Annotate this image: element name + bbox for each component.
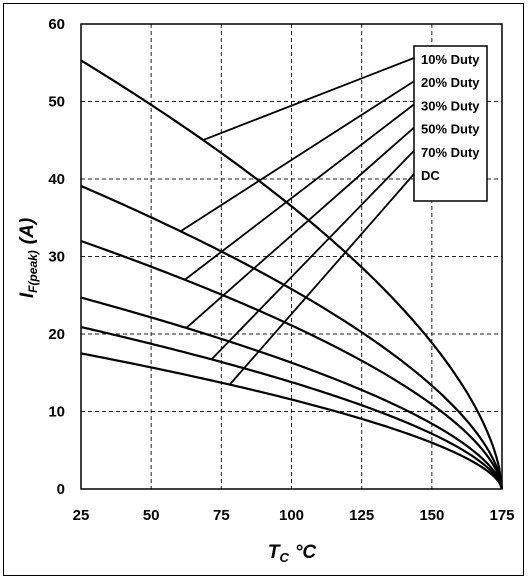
y-tick-label: 60 (48, 16, 65, 33)
legend-entry: 70% Duty (421, 145, 480, 160)
series-line (80, 239, 504, 490)
legend-entry: 30% Duty (421, 98, 480, 113)
x-tick-label: 175 (489, 507, 514, 524)
y-tick-label: 50 (48, 94, 65, 111)
legend-box (413, 45, 488, 202)
x-tick-label: 50 (143, 507, 160, 524)
chart-frame (3, 3, 524, 576)
legend-entry: 50% Duty (421, 122, 480, 137)
y-tick-label: 40 (48, 171, 65, 188)
y-axis-label: IF(peak)(A) (17, 218, 40, 298)
tick-labels: 25 50 75 100 125 150 175 0 10 20 30 40 50 60 (48, 16, 514, 524)
legend-pointer-line (180, 80, 415, 233)
legend-pointer-line (184, 103, 415, 281)
legend-entry: 20% Duty (421, 75, 480, 90)
series-line (80, 352, 504, 490)
x-axis-label: TC °C (268, 542, 317, 565)
legend-pointer-line (210, 150, 415, 360)
series-lines (80, 59, 504, 490)
x-tick-label: 75 (213, 507, 230, 524)
x-tick-label: 125 (349, 507, 374, 524)
legend-pointers (180, 57, 415, 386)
series-line (80, 59, 504, 490)
legend-entry: DC (421, 168, 440, 183)
y-tick-label: 30 (48, 249, 65, 266)
plot-border (80, 23, 503, 490)
legend: 10% Duty 20% Duty 30% Duty 50% Duty 70% Duty… (413, 45, 488, 202)
legend-pointer-line (229, 173, 415, 386)
series-line (80, 296, 504, 490)
legend-pointer-line (202, 57, 415, 141)
series-line (80, 184, 504, 490)
x-tick-label: 100 (279, 507, 304, 524)
legend-entry: 10% Duty (421, 52, 480, 67)
series-line (80, 325, 504, 490)
y-tick-label: 20 (48, 326, 65, 343)
y-tick-label: 0 (57, 481, 65, 498)
legend-pointer-line (185, 126, 415, 329)
x-tick-label: 150 (419, 507, 444, 524)
y-tick-label: 10 (48, 404, 65, 421)
x-tick-label: 25 (73, 507, 90, 524)
